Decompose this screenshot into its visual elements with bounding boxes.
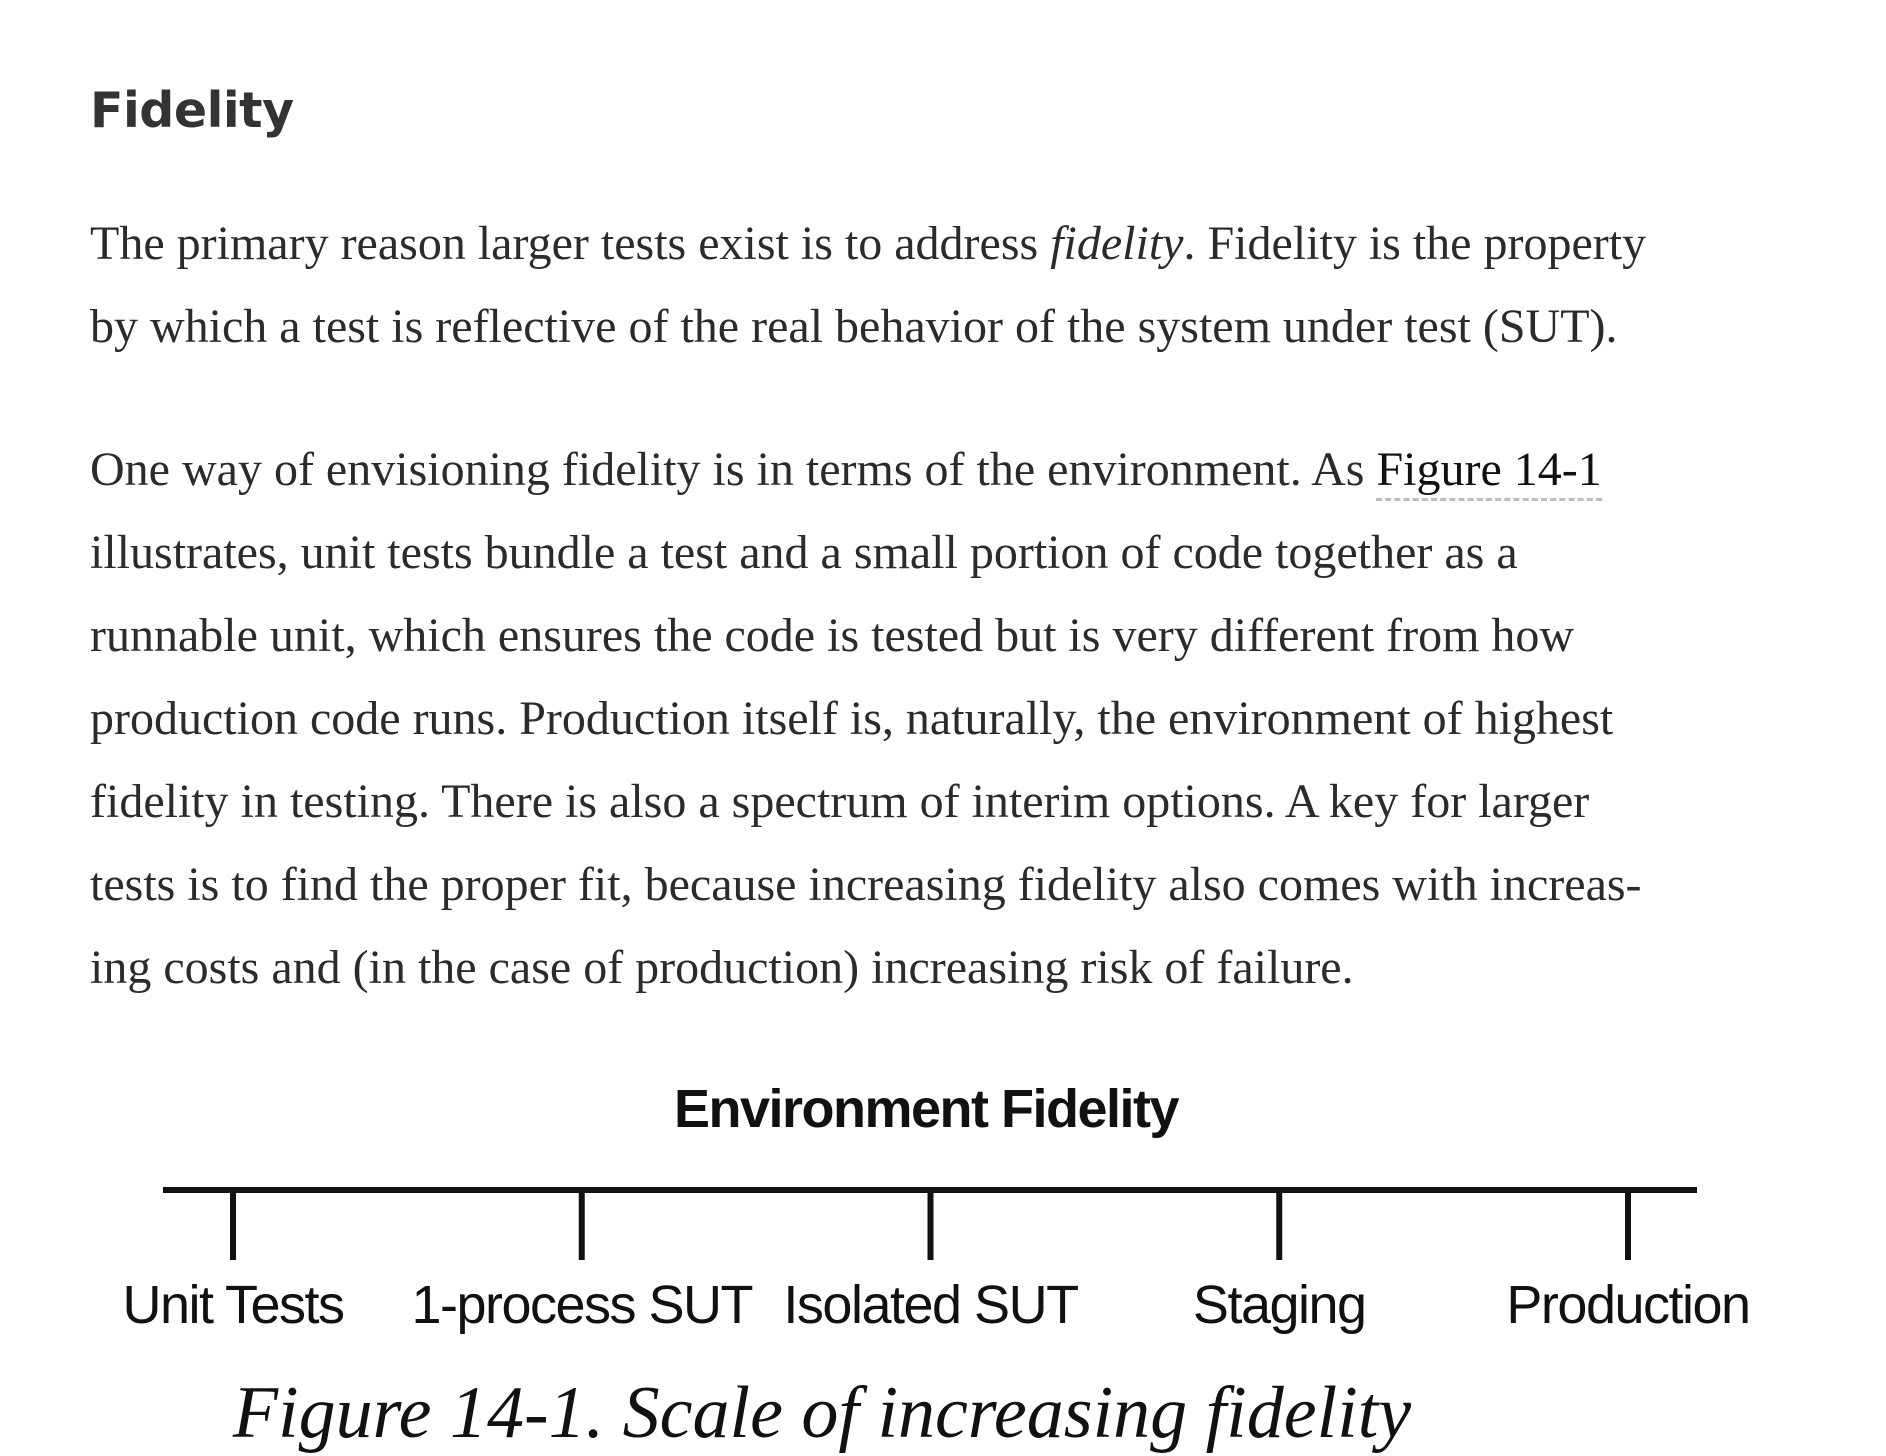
- paragraph-line: illustrates, unit tests bundle a test an…: [90, 526, 1518, 579]
- figure-caption: Figure 14-1. Scale of increasing fidelit…: [232, 1372, 1411, 1454]
- scale-tick-label: Staging: [1193, 1275, 1366, 1335]
- paragraph-line: by which a test is reflective of the rea…: [90, 300, 1618, 353]
- paragraph-fidelity-definition: The primary reason larger tests exist is…: [90, 202, 1810, 368]
- scale-ticks: Unit Tests 1-process SUT Isolated SUT Stagi…: [122, 1190, 1751, 1335]
- scale-tick-label: Isolated SUT: [783, 1275, 1078, 1335]
- fidelity-scale-diagram: Environment Fidelity Unit Tests 1-process…: [122, 1080, 1751, 1454]
- text-run: The primary reason larger tests exist is…: [90, 217, 1051, 270]
- figure-14-1-link[interactable]: Figure 14-1: [1376, 443, 1602, 501]
- text-run: One way of envisioning fidelity is in te…: [90, 443, 1377, 496]
- scale-tick-label: Unit Tests: [122, 1275, 344, 1335]
- paragraph-line: tests is to find the proper fit, because…: [90, 858, 1642, 911]
- figure-title: Environment Fidelity: [674, 1080, 1180, 1139]
- paragraph-line: fidelity in testing. There is also a spe…: [90, 775, 1590, 828]
- text-run: . Fidelity is the property: [1183, 217, 1647, 270]
- paragraph-line: production code runs. Production itself …: [90, 692, 1614, 745]
- paragraph-line: The primary reason larger tests exist is…: [90, 202, 1810, 285]
- paragraph-line: runnable unit, which ensures the code is…: [90, 609, 1575, 662]
- scale-tick-label: 1-process SUT: [411, 1275, 752, 1335]
- scale-tick-label: Production: [1506, 1275, 1749, 1335]
- paragraph-line: ing costs and (in the case of production…: [90, 941, 1354, 994]
- paragraph-line: One way of envisioning fidelity is in te…: [90, 428, 1810, 511]
- environment-fidelity-figure: Environment Fidelity Unit Tests 1-process…: [0, 1080, 1886, 1456]
- emphasis-fidelity: fidelity: [1050, 217, 1184, 270]
- paragraph-environment: One way of envisioning fidelity is in te…: [90, 428, 1810, 1009]
- section-heading: Fidelity: [90, 82, 294, 139]
